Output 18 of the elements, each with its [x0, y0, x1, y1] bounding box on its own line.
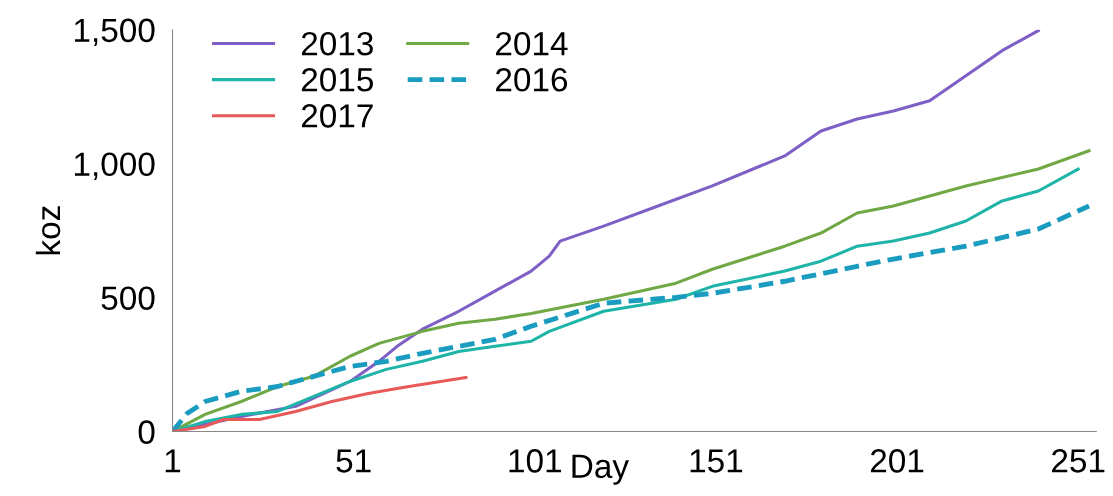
x-tick-label: 251 — [1052, 449, 1105, 473]
y-tick-label: 500 — [101, 286, 155, 311]
y-axis-title: koz — [35, 206, 61, 255]
legend-label: 2017 — [301, 104, 373, 128]
x-tick-label: 51 — [336, 449, 371, 473]
x-axis-title: Day — [572, 454, 629, 485]
x-tick-label: 201 — [870, 449, 924, 473]
legend-label: 2013 — [301, 31, 373, 56]
x-tick-label: 1 — [165, 449, 181, 473]
y-tick-label: 0 — [138, 420, 155, 444]
x-tick-label: 151 — [690, 449, 743, 473]
line-series — [172, 375, 468, 432]
legend-label: 2014 — [496, 31, 568, 56]
y-tick-label: 1,500 — [74, 18, 155, 47]
legend-label: 2015 — [301, 67, 373, 92]
y-tick-label: 1,000 — [74, 152, 155, 181]
x-tick-label: 101 — [509, 449, 561, 473]
legend-label: 2016 — [496, 67, 568, 92]
